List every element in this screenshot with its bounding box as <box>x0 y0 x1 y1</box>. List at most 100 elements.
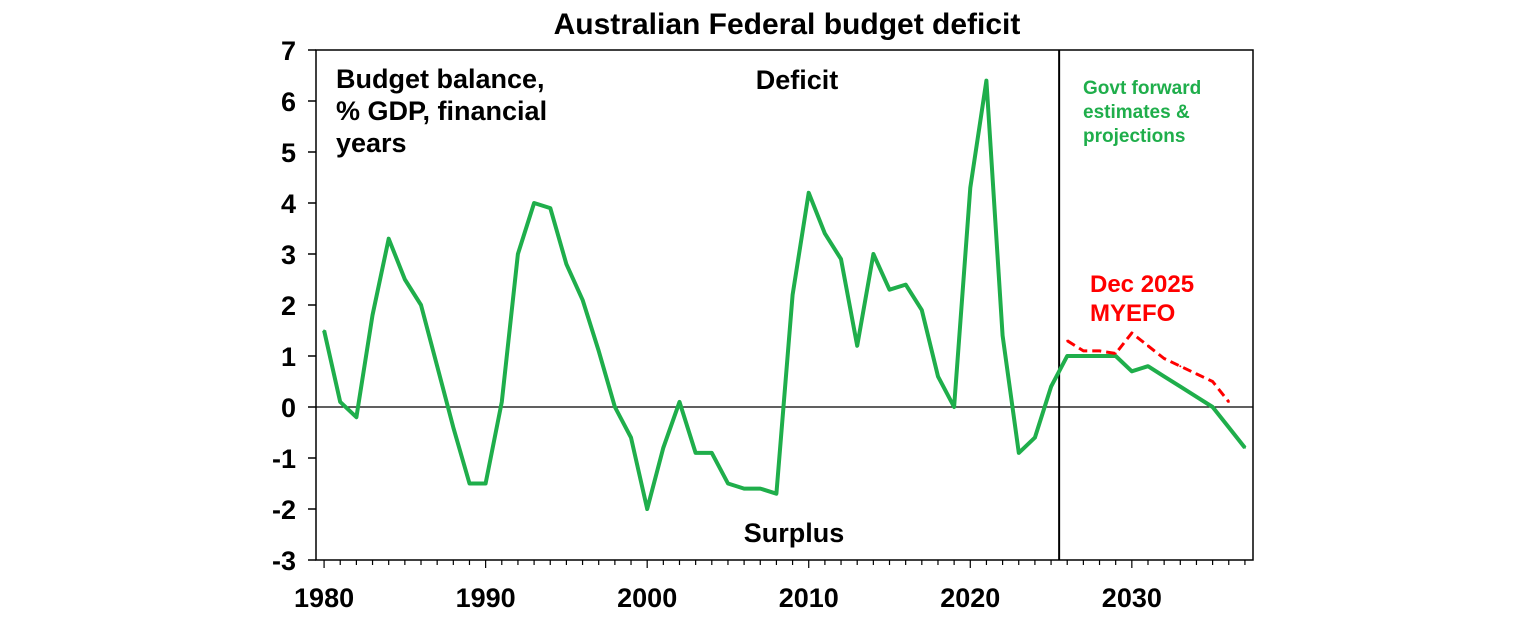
budget-balance-point <box>323 329 326 332</box>
budget-balance-point <box>597 349 600 352</box>
myefo-point <box>1114 352 1117 355</box>
y-tick-label: 5 <box>281 138 296 168</box>
budget-balance-point <box>953 406 956 408</box>
budget-balance-point <box>694 451 697 454</box>
forecast-label-line-3: projections <box>1083 126 1185 147</box>
myefo-point <box>1211 380 1214 383</box>
series-description-line-1: Budget balance, <box>336 64 545 94</box>
budget-balance-point <box>1114 355 1117 357</box>
budget-balance-point <box>823 232 826 235</box>
myefo-annotation: Dec 2025 MYEFO <box>1090 271 1194 327</box>
budget-balance-point <box>856 344 859 347</box>
x-tick-label: 2020 <box>940 583 1000 613</box>
myefo-point <box>1227 400 1230 403</box>
budget-balance-point <box>565 263 568 266</box>
budget-balance-point <box>549 207 552 210</box>
budget-balance-point <box>985 79 988 82</box>
series-description-line-3: years <box>336 128 407 158</box>
budget-balance-line <box>322 78 1247 511</box>
budget-balance-point <box>581 298 584 301</box>
myefo-point <box>1146 344 1149 347</box>
series-description-annotation: Budget balance, % GDP, financial years <box>336 64 547 158</box>
budget-balance-point <box>630 436 633 439</box>
budget-balance-point <box>888 288 891 291</box>
budget-balance-point <box>1211 406 1214 408</box>
budget-balance-point <box>500 400 503 403</box>
budget-balance-point <box>403 278 406 281</box>
budget-balance-point <box>920 309 923 312</box>
budget-balance-point <box>1163 375 1166 378</box>
budget-balance-point <box>484 482 487 485</box>
y-tick-label: 7 <box>281 36 296 66</box>
budget-balance-point <box>420 304 423 306</box>
forecast-annotation: Govt forward estimates & projections <box>1083 78 1201 147</box>
budget-balance-point <box>791 293 794 296</box>
y-tick-label: 1 <box>281 342 296 372</box>
myefo-point <box>1098 349 1101 352</box>
x-tick-label: 2000 <box>617 583 677 613</box>
myefo-point <box>1179 365 1182 368</box>
y-tick-label: -1 <box>272 444 296 474</box>
budget-balance-point <box>387 237 390 240</box>
budget-balance-point <box>1050 385 1053 388</box>
myefo-point <box>1130 332 1133 335</box>
myefo-point <box>1066 339 1069 342</box>
budget-balance-point <box>710 451 713 454</box>
x-tick-label: 2010 <box>779 583 839 613</box>
budget-balance-point <box>1227 426 1230 429</box>
budget-balance-point <box>646 508 649 510</box>
forecast-label-line-2: estimates & <box>1083 102 1190 123</box>
y-tick-label: -3 <box>272 546 296 576</box>
budget-balance-point <box>371 314 374 317</box>
budget-balance-point <box>533 202 536 204</box>
budget-balance-point <box>1017 451 1020 454</box>
chart-title: Australian Federal budget deficit <box>554 8 1021 41</box>
x-tick-label: 1990 <box>456 583 516 613</box>
y-tick-label: 2 <box>281 291 296 321</box>
budget-balance-point <box>1146 365 1149 368</box>
surplus-label: Surplus <box>744 518 845 548</box>
budget-balance-point <box>904 283 907 286</box>
budget-balance-point <box>775 492 778 495</box>
budget-balance-point <box>936 375 939 378</box>
budget-balance-point <box>452 426 455 429</box>
y-tick-label: 0 <box>281 393 296 423</box>
myefo-point <box>1163 357 1166 360</box>
budget-balance-point <box>969 186 972 189</box>
forecast-label-line-1: Govt forward <box>1083 78 1201 99</box>
budget-balance-point <box>840 258 843 261</box>
budget-balance-point <box>807 191 810 194</box>
y-tick-label: 4 <box>281 189 296 219</box>
x-tick-label: 2030 <box>1102 583 1162 613</box>
y-tick-label: 3 <box>281 240 296 270</box>
budget-balance-point <box>1082 355 1085 357</box>
myefo-point <box>1082 349 1085 352</box>
y-axis: 7 6 5 4 3 2 1 0 -1 -2 -3 <box>272 36 316 576</box>
budget-balance-point <box>1243 446 1246 449</box>
budget-balance-point <box>1033 436 1036 439</box>
y-tick-label: -2 <box>272 495 296 525</box>
x-tick-label: 1980 <box>294 583 354 613</box>
budget-balance-point <box>726 482 729 485</box>
series-layer <box>322 78 1247 511</box>
budget-balance-point <box>516 253 519 255</box>
deficit-label: Deficit <box>756 65 839 95</box>
budget-balance-point <box>1066 355 1069 357</box>
budget-balance-point <box>743 487 746 490</box>
budget-balance-point <box>1179 385 1182 388</box>
budget-balance-point <box>1195 395 1198 398</box>
budget-balance-point <box>613 406 616 408</box>
x-axis: 1980 1990 2000 2010 2020 2030 <box>294 560 1246 613</box>
myefo-label-line-1: Dec 2025 <box>1090 271 1194 298</box>
budget-balance-point <box>339 400 342 403</box>
myefo-label-line-2: MYEFO <box>1090 300 1175 327</box>
budget-balance-point <box>678 400 681 403</box>
budget-balance-point <box>872 253 875 255</box>
budget-balance-point <box>1098 355 1101 357</box>
budget-balance-point <box>468 482 471 485</box>
budget-balance-point <box>1001 334 1004 337</box>
budget-balance-point <box>1130 370 1133 373</box>
series-description-line-2: % GDP, financial <box>336 96 547 126</box>
budget-balance-point <box>759 487 762 490</box>
